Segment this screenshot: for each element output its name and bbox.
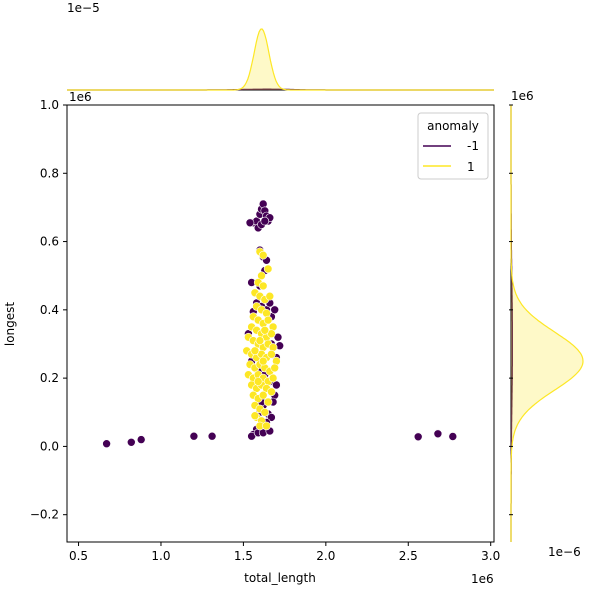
- plot-frame: [66, 104, 495, 543]
- point-anomaly-pos1: [258, 281, 268, 291]
- point-anomaly-pos1: [258, 250, 268, 260]
- point-anomaly-neg1: [272, 380, 281, 390]
- point-anomaly-pos1: [262, 421, 271, 431]
- top-marginal-offset-label: 1e−5: [67, 1, 100, 15]
- point-anomaly-pos1: [255, 336, 265, 345]
- point-anomaly-pos1: [258, 356, 268, 366]
- point-anomaly-neg1: [270, 305, 280, 315]
- point-anomaly-pos1: [270, 363, 280, 373]
- point-anomaly-neg1: [260, 216, 270, 226]
- legend-label-neg1: -1: [467, 139, 479, 153]
- legend-box: [417, 112, 489, 180]
- right-marginal-offset-label: 1e−6: [548, 545, 581, 559]
- legend-label-pos1: 1: [467, 160, 475, 174]
- top-kde-fill: [67, 28, 494, 90]
- y-tick-label: 0.4: [40, 303, 59, 317]
- point-anomaly-pos1: [257, 271, 266, 281]
- x-tick-label: 3.0: [481, 549, 500, 563]
- point-anomaly-pos1: [258, 390, 268, 400]
- right-kde-line: [510, 105, 584, 542]
- x-tick-label: 0.5: [69, 549, 88, 563]
- y-tick-label: 0.8: [40, 166, 59, 180]
- top-marginal-kde: 1e−5: [67, 1, 494, 91]
- point-anomaly-neg1: [207, 431, 217, 441]
- point-anomaly-pos1: [267, 349, 276, 359]
- right-marginal-kde: 1e6 1e−6: [510, 89, 584, 559]
- point-anomaly-neg1: [433, 429, 443, 439]
- point-anomaly-pos1: [263, 315, 273, 325]
- point-anomaly-pos1: [250, 411, 260, 421]
- y-tick-label: 0.0: [40, 439, 59, 453]
- point-anomaly-neg1: [448, 432, 458, 441]
- point-anomaly-pos1: [250, 346, 260, 356]
- scatter-axes: 0.5 1.0 1.5 2.0 2.5 3.0 −0.2 0.0 0.2 0.4 0.6 0.8 1.…: [3, 90, 513, 586]
- point-anomaly-pos1: [260, 325, 270, 335]
- x-tick-label: 2.0: [316, 549, 335, 563]
- point-anomaly-neg1: [189, 431, 199, 441]
- x-axis-label: total_length: [244, 571, 316, 585]
- point-anomaly-neg1: [127, 437, 136, 447]
- point-anomaly-neg1: [245, 218, 255, 228]
- x-tick-label: 1.0: [151, 549, 170, 563]
- point-anomaly-neg1: [136, 435, 146, 444]
- point-anomaly-pos1: [260, 407, 270, 417]
- point-anomaly-pos1: [263, 264, 273, 274]
- point-anomaly-pos1: [253, 377, 263, 386]
- x-axis-ticks: 0.5 1.0 1.5 2.0 2.5 3.0: [69, 542, 500, 563]
- point-anomaly-neg1: [102, 439, 111, 449]
- y-tick-label: 0.2: [40, 371, 59, 385]
- point-anomaly-neg1: [273, 332, 283, 342]
- point-anomaly-pos1: [265, 291, 275, 301]
- point-anomaly-neg1: [413, 432, 423, 442]
- y-axis-label: longest: [3, 302, 17, 347]
- point-anomaly-pos1: [263, 397, 273, 407]
- x-tick-label: 1.5: [234, 549, 253, 563]
- right-kde-fill: [511, 105, 583, 542]
- legend-title: anomaly: [427, 119, 479, 133]
- legend: anomaly -1 1: [417, 112, 489, 180]
- y-tick-label: −0.2: [30, 508, 59, 522]
- y-offset-label: 1e6: [69, 90, 92, 104]
- y-axis-ticks: −0.2 0.0 0.2 0.4 0.6 0.8 1.0: [30, 98, 513, 522]
- point-anomaly-pos1: [268, 373, 278, 383]
- point-anomaly-pos1: [267, 387, 276, 397]
- y-tick-label: 1.0: [40, 98, 59, 112]
- x-offset-label: 1e6: [471, 572, 494, 586]
- scatter-points: [102, 199, 458, 449]
- top-kde-line: [67, 28, 494, 91]
- x-tick-label: 2.5: [399, 549, 418, 563]
- right-marginal-y-offset-label: 1e6: [511, 89, 534, 103]
- y-tick-label: 0.6: [40, 235, 59, 249]
